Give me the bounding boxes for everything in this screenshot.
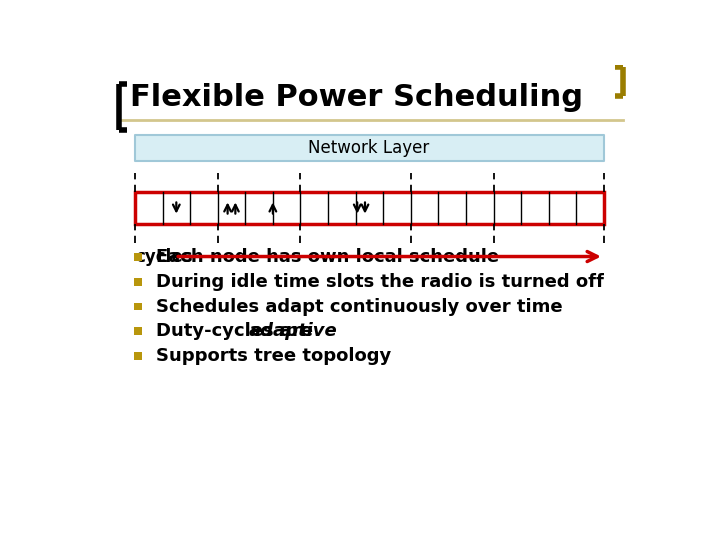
Text: Duty-cycles are: Duty-cycles are — [156, 322, 319, 340]
Text: Flexible Power Scheduling: Flexible Power Scheduling — [130, 83, 583, 112]
Text: Each node has own local schedule: Each node has own local schedule — [156, 248, 499, 266]
Text: Network Layer: Network Layer — [308, 139, 430, 157]
Bar — [134, 352, 142, 360]
Text: Supports tree topology: Supports tree topology — [156, 347, 391, 365]
Bar — [134, 253, 142, 261]
Text: Schedules adapt continuously over time: Schedules adapt continuously over time — [156, 298, 562, 315]
Bar — [135, 192, 604, 224]
Text: During idle time slots the radio is turned off: During idle time slots the radio is turn… — [156, 273, 604, 291]
Bar — [135, 135, 604, 161]
Bar — [134, 278, 142, 286]
Bar — [134, 327, 142, 335]
Bar — [134, 303, 142, 310]
Text: cycles: cycles — [135, 247, 192, 266]
Text: adaptive: adaptive — [248, 322, 337, 340]
